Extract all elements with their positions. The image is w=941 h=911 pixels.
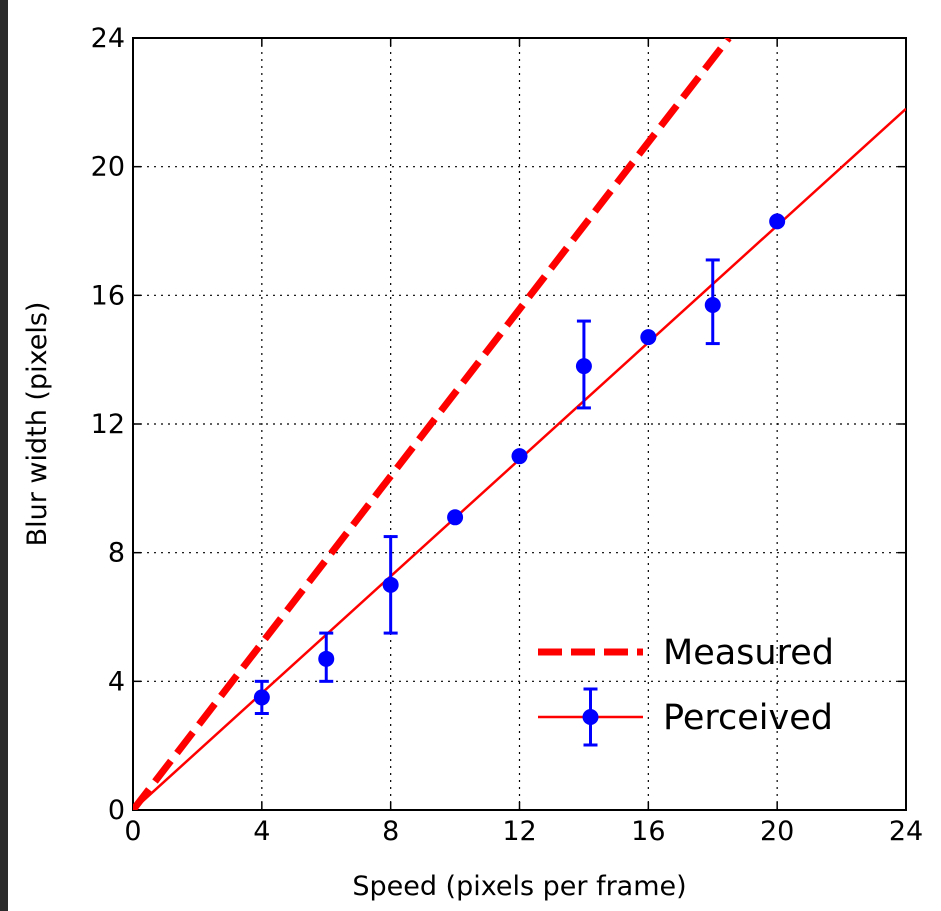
x-axis-label: Speed (pixels per frame) (352, 871, 686, 902)
perceived-point (253, 689, 270, 706)
y-tick-label: 12 (91, 409, 125, 440)
measured-line (133, 38, 732, 810)
legend-perceived-marker (582, 709, 599, 725)
series (133, 38, 906, 810)
x-tick-label: 12 (502, 816, 536, 847)
y-axis-label: Blur width (pixels) (22, 302, 53, 547)
y-tick-label: 4 (108, 666, 125, 697)
y-tick-label: 16 (91, 280, 125, 311)
x-tick-label: 20 (760, 816, 794, 847)
y-tick-label: 20 (91, 152, 125, 183)
x-tick-label: 4 (253, 816, 270, 847)
perceived-point (382, 576, 399, 593)
legend: Measured Perceived (538, 633, 834, 747)
y-tick-label: 0 (108, 795, 125, 826)
x-tick-label: 24 (889, 816, 923, 847)
perceived-point (318, 650, 335, 667)
chart: 0 4 8 12 16 20 24 0 4 8 12 16 20 24 Measured Perceived… (22, 23, 924, 902)
axes (132, 37, 907, 811)
perceived-point (704, 296, 721, 313)
perceived-point (769, 213, 786, 230)
legend-measured-label: Measured (663, 633, 834, 673)
legend-perceived-label: Perceived (663, 698, 833, 738)
perceived-point (511, 448, 528, 465)
x-tick-label: 16 (631, 816, 665, 847)
y-tick-label: 8 (108, 538, 125, 569)
perceived-point (640, 329, 657, 346)
x-tick-label: 8 (382, 816, 399, 847)
perceived-point (575, 358, 592, 375)
y-tick-label: 24 (91, 23, 125, 54)
figure-panel: 0 4 8 12 16 20 24 0 4 8 12 16 20 24 Measured Perceived… (8, 0, 941, 911)
perceived-point (447, 509, 464, 526)
grid (133, 38, 906, 810)
tick-labels: 0 4 8 12 16 20 24 0 4 8 12 16 20 24 (91, 23, 924, 847)
x-tick-label: 0 (124, 816, 141, 847)
